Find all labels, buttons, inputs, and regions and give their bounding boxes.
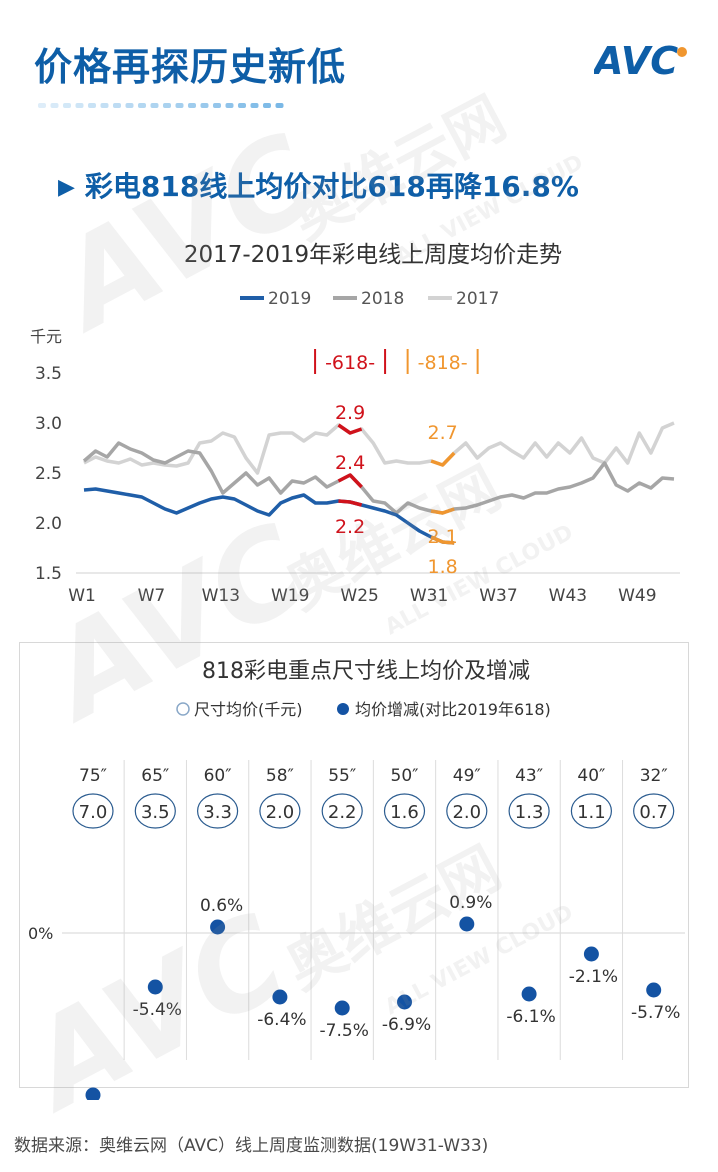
point-label: 2.1 <box>428 526 458 548</box>
logo-text: AVC <box>594 40 678 80</box>
dash-mark <box>263 103 271 108</box>
highlight-2018 <box>337 473 363 489</box>
dash-mark <box>75 103 84 108</box>
dash-mark <box>38 103 46 108</box>
dash-mark <box>138 103 146 108</box>
legend-label-2018: 2018 <box>361 289 404 309</box>
x-tick-label: W1 <box>68 586 96 606</box>
dash-mark <box>63 103 71 108</box>
x-tick-label: W43 <box>549 586 587 606</box>
headline-text: 彩电818线上均价对比618再降16.8% <box>84 170 579 203</box>
dash-mark <box>50 103 59 108</box>
x-tick-label: W7 <box>138 586 166 606</box>
dash-mark <box>163 103 171 108</box>
headline: ▶ 彩电818线上均价对比618再降16.8% <box>58 165 579 205</box>
y-tick-label: 3.0 <box>35 414 62 434</box>
series-line-2017 <box>83 421 675 475</box>
dash-mark <box>113 103 121 108</box>
event-label: -818- <box>418 352 468 374</box>
y-tick-label: 2.0 <box>35 514 62 534</box>
decorative-dashes <box>38 103 284 108</box>
y-tick-label: 2.5 <box>35 464 62 484</box>
x-tick-label: W25 <box>340 586 378 606</box>
dash-mark <box>150 103 159 108</box>
dash-mark <box>100 103 109 108</box>
legend-label-2019: 2019 <box>268 289 311 309</box>
page-title: 价格再探历史新低 <box>34 45 347 89</box>
line-chart: 2017-2019年彩电线上周度均价走势 2019 2018 2017 千元 3.5 3.0… <box>30 242 680 606</box>
line-chart-title: 2017-2019年彩电线上周度均价走势 <box>184 242 562 268</box>
highlight-2018 <box>430 507 455 515</box>
x-tick-label: W13 <box>202 586 240 606</box>
series-line-2019 <box>83 487 455 545</box>
x-tick-label: W31 <box>410 586 448 606</box>
highlight-2017 <box>430 451 456 467</box>
highlight-2017 <box>337 423 363 435</box>
dash-mark <box>188 103 196 108</box>
avc-logo-icon: AVC <box>594 40 687 80</box>
dash-mark <box>125 103 134 108</box>
dash-mark <box>175 103 184 108</box>
dash-mark <box>200 103 209 108</box>
dash-mark <box>250 103 259 108</box>
y-tick-label: 1.5 <box>35 564 62 584</box>
dash-mark <box>213 103 221 108</box>
point-label: 2.7 <box>428 422 458 444</box>
logo-dot <box>677 47 687 57</box>
x-tick-label: W37 <box>479 586 517 606</box>
x-tick-label: W49 <box>618 586 656 606</box>
point-label: 2.4 <box>335 452 365 474</box>
point-label: 2.9 <box>335 402 365 424</box>
series-line-2018 <box>82 441 675 515</box>
dash-mark <box>225 103 234 108</box>
point-label: 2.2 <box>335 516 365 538</box>
data-source-note: 数据来源：奥维云网（AVC）线上周度监测数据(19W31-W33) <box>14 1136 489 1156</box>
x-tick-label: W19 <box>271 586 309 606</box>
y-axis-unit: 千元 <box>30 327 62 346</box>
point-label: 1.8 <box>428 556 458 578</box>
dash-mark <box>88 103 96 108</box>
highlight-2019 <box>338 499 363 507</box>
change-dot <box>85 1087 101 1100</box>
y-tick-label: 3.5 <box>35 364 62 384</box>
triangle-marker-icon: ▶ <box>58 175 75 200</box>
dot-chart-frame <box>19 642 689 1088</box>
dash-mark <box>275 103 284 108</box>
event-label: -618- <box>325 352 375 374</box>
highlight-2019 <box>430 535 455 545</box>
legend-label-2017: 2017 <box>456 289 499 309</box>
dash-mark <box>238 103 246 108</box>
